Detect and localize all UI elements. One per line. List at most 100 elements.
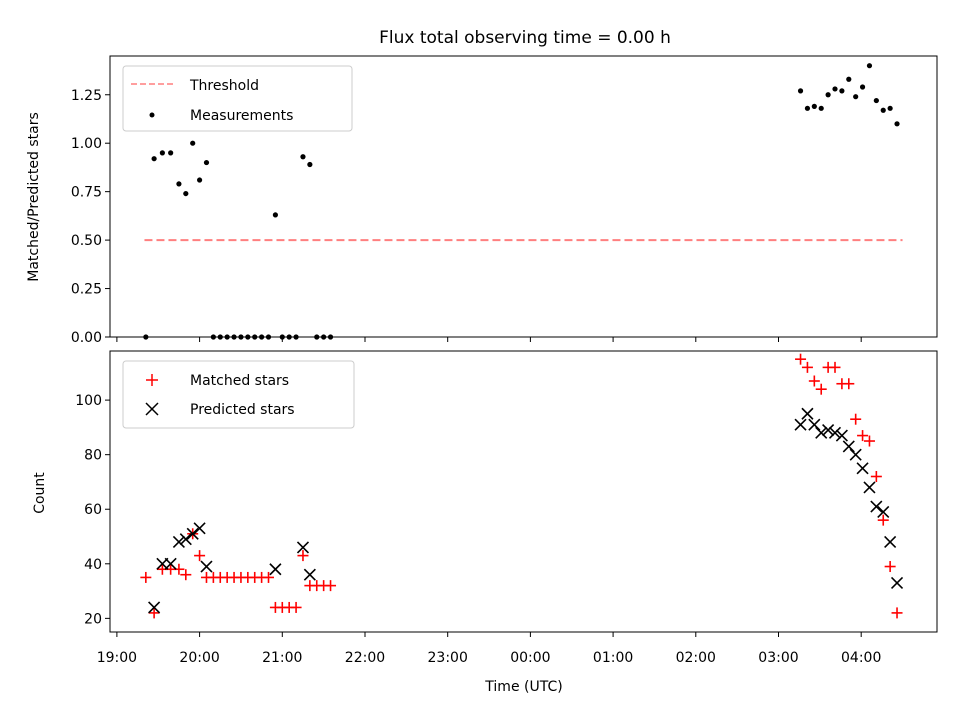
bottom-legend-box	[122, 360, 355, 429]
x-axis-label: Time (UTC)	[484, 679, 562, 695]
measurement-point	[866, 63, 873, 69]
bottom-y-tick-label: 20	[84, 611, 102, 627]
legend-predicted-swatch	[145, 402, 159, 416]
measurement-point	[811, 103, 817, 109]
x-tick-label: 19:00	[97, 650, 137, 666]
predicted-star-point	[296, 541, 310, 554]
legend-matched-label: Matched stars	[190, 373, 289, 389]
top-y-tick-label: 0.50	[71, 233, 102, 249]
top-y-tick-label: 0.00	[71, 330, 102, 346]
x-tick-label: 20:00	[179, 650, 219, 666]
predicted-star-point	[828, 426, 842, 439]
measurement-point	[196, 177, 203, 183]
measurement-point	[873, 97, 879, 104]
measurement-point	[825, 92, 831, 98]
predicted-star-point	[856, 462, 869, 475]
matched-star-point	[297, 550, 309, 562]
predicted-star-point	[877, 505, 890, 519]
predicted-star-point	[164, 557, 177, 570]
predicted-star-point	[890, 576, 904, 589]
top-y-tick-label: 1.25	[71, 88, 102, 104]
matched-star-point	[808, 375, 820, 387]
matched-star-point	[857, 430, 869, 442]
x-tick-label: 04:00	[841, 650, 881, 666]
x-tick-label: 02:00	[676, 650, 716, 666]
measurement-point	[307, 161, 313, 168]
predicted-star-point	[179, 533, 192, 546]
predicted-star-point	[842, 440, 855, 453]
matched-star-point	[801, 361, 813, 373]
measurement-point	[159, 150, 165, 156]
bottom-y-tick-label: 80	[84, 448, 102, 464]
matched-star-point	[884, 561, 896, 573]
predicted-star-point	[193, 522, 206, 535]
predicted-star-point	[200, 560, 213, 573]
x-tick-label: 03:00	[758, 650, 798, 666]
measurement-point	[183, 190, 189, 197]
measurement-point	[853, 94, 859, 100]
matched-star-point	[877, 514, 889, 526]
matched-star-point	[815, 383, 827, 395]
x-tick-label: 21:00	[262, 650, 302, 666]
x-tick-label: 01:00	[593, 650, 633, 666]
matched-star-point	[795, 353, 807, 365]
legend-matched-swatch	[146, 374, 158, 386]
measurement-point	[846, 76, 852, 82]
matched-star-point	[180, 569, 192, 581]
bottom-y-tick-label: 40	[84, 557, 102, 573]
top-y-tick-label: 0.75	[71, 185, 102, 201]
predicted-star-point	[148, 601, 161, 614]
bottom-y-tick-label: 100	[75, 393, 102, 409]
measurement-point	[203, 159, 210, 166]
matched-star-point	[863, 435, 875, 447]
matched-star-point	[140, 571, 152, 583]
top-axes-frame	[109, 55, 938, 338]
matched-star-point	[148, 607, 160, 619]
bottom-panel: 20 40 60 80 100 19:00 20:00 21:00 22:00 23:00 00:0…	[32, 350, 938, 695]
top-y-tick-label: 0.25	[71, 282, 102, 298]
predicted-star-point	[815, 426, 828, 439]
matched-star-point	[325, 580, 337, 592]
legend-threshold-label: Threshold	[189, 78, 259, 94]
measurement-point	[832, 86, 838, 92]
measurement-point	[859, 84, 866, 90]
predicted-star-point	[269, 563, 282, 576]
bottom-y-axis-label: Count	[32, 472, 48, 514]
bottom-y-tick-label: 60	[84, 502, 102, 518]
measurement-point	[804, 105, 811, 111]
top-y-axis-label: Matched/Predicted stars	[26, 112, 42, 282]
matched-star-point	[850, 413, 862, 425]
matched-star-point	[290, 601, 302, 613]
x-tick-label: 00:00	[510, 650, 550, 666]
top-legend: Threshold Measurements	[122, 65, 353, 132]
predicted-star-point	[835, 429, 848, 442]
predicted-star-point	[863, 481, 876, 494]
measurement-point	[272, 212, 278, 218]
predicted-star-point	[794, 418, 807, 431]
matched-star-point	[829, 361, 841, 373]
matched-star-point	[891, 607, 903, 619]
matched-star-point	[194, 550, 206, 562]
predicted-star-point	[884, 535, 897, 549]
measurement-point	[190, 140, 196, 146]
measurement-point	[839, 88, 845, 94]
measurement-point	[151, 156, 157, 162]
matched-star-point	[843, 378, 855, 390]
predicted-star-point	[870, 500, 883, 513]
predicted-star-point	[822, 424, 835, 437]
predicted-star-point	[801, 407, 814, 420]
bottom-legend: Matched stars Predicted stars	[122, 360, 355, 429]
top-y-tick-label: 1.00	[71, 136, 102, 152]
matched-star-point	[263, 571, 275, 583]
x-tick-label: 23:00	[428, 650, 468, 666]
top-legend-box	[122, 65, 353, 132]
measurement-point	[176, 181, 182, 187]
bottom-axes-frame	[109, 350, 938, 633]
legend-measurements-label: Measurements	[190, 108, 293, 124]
predicted-star-point	[303, 568, 316, 581]
measurement-point	[797, 88, 804, 94]
chart-title: Flux total observing time = 0.00 h	[379, 28, 671, 48]
measurement-point	[300, 154, 306, 160]
x-tick-label: 22:00	[345, 650, 385, 666]
